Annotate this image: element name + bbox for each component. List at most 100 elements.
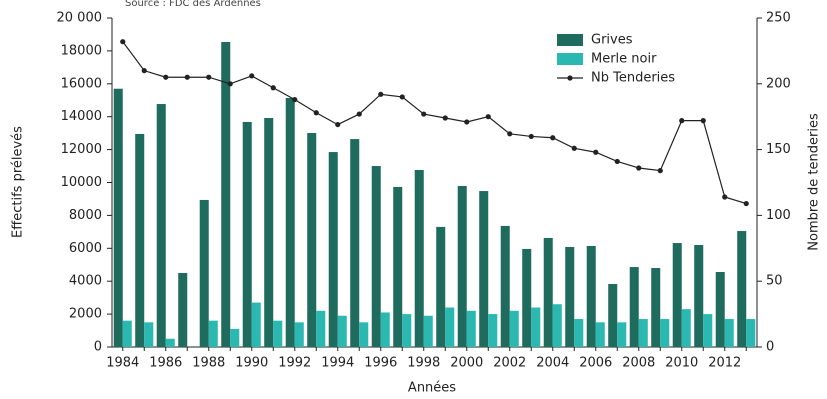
marker bbox=[356, 111, 362, 117]
bar bbox=[746, 319, 756, 347]
bar bbox=[371, 166, 381, 347]
marker bbox=[313, 110, 319, 116]
bar bbox=[393, 186, 403, 347]
y2-tick-label: 100 bbox=[766, 208, 791, 223]
bar bbox=[445, 307, 455, 347]
y-tick-label: 16000 bbox=[61, 76, 102, 91]
marker bbox=[485, 114, 491, 120]
bar bbox=[264, 118, 274, 348]
x-tick-label: 1988 bbox=[192, 356, 225, 371]
x-tick-label: 1984 bbox=[106, 356, 139, 371]
bar bbox=[423, 315, 433, 347]
bar bbox=[651, 268, 661, 347]
x-tick-label: 2008 bbox=[622, 356, 655, 371]
bar bbox=[715, 271, 725, 347]
bar bbox=[199, 199, 209, 347]
y-tick-label: 20 000 bbox=[57, 11, 103, 26]
y-tick-label: 14000 bbox=[61, 109, 102, 124]
bar bbox=[703, 314, 713, 347]
legend-marker bbox=[567, 75, 573, 81]
bar bbox=[380, 312, 390, 347]
bar bbox=[466, 310, 476, 347]
bar bbox=[531, 307, 541, 347]
bar bbox=[522, 248, 532, 347]
y2-tick-label: 200 bbox=[766, 76, 791, 91]
bar bbox=[242, 121, 252, 348]
marker bbox=[722, 194, 728, 200]
marker bbox=[442, 115, 448, 121]
bar bbox=[144, 322, 154, 347]
bar bbox=[436, 226, 446, 347]
marker bbox=[593, 149, 599, 155]
bar bbox=[724, 319, 734, 347]
source: Source : FDC des Ardennes bbox=[125, 0, 261, 9]
x-tick-label: 2002 bbox=[493, 356, 526, 371]
y-tick-label: 6000 bbox=[69, 241, 102, 256]
bar bbox=[660, 319, 670, 347]
bar bbox=[294, 322, 304, 347]
bar bbox=[135, 133, 145, 347]
bar bbox=[694, 245, 704, 347]
marker bbox=[571, 145, 577, 151]
bar bbox=[586, 245, 596, 347]
marker bbox=[184, 74, 190, 80]
line bbox=[122, 41, 747, 205]
x-tick-label: 1992 bbox=[278, 356, 311, 371]
legend-swatch bbox=[557, 34, 583, 46]
bar bbox=[608, 283, 618, 347]
y2-tick-label: 250 bbox=[766, 11, 791, 26]
marker bbox=[679, 118, 685, 124]
x-axis-title: Années bbox=[408, 381, 456, 396]
bar bbox=[574, 319, 584, 347]
x-tick-label: 2006 bbox=[579, 356, 612, 371]
x-tick-label: 1996 bbox=[364, 356, 397, 371]
marker bbox=[141, 68, 147, 74]
x-tick-label: 1990 bbox=[235, 356, 268, 371]
y-tick-label: 0 bbox=[94, 340, 102, 355]
marker bbox=[464, 119, 470, 125]
bar bbox=[316, 310, 326, 347]
legend-label: Grives bbox=[591, 33, 633, 48]
marker bbox=[378, 91, 384, 97]
marker bbox=[507, 131, 513, 137]
bar bbox=[672, 243, 682, 347]
y2-tick-label: 50 bbox=[766, 274, 783, 289]
bar bbox=[221, 42, 231, 347]
bar bbox=[208, 320, 218, 347]
bar bbox=[509, 310, 519, 347]
x-tick-label: 2004 bbox=[536, 356, 569, 371]
bar bbox=[337, 315, 347, 347]
marker bbox=[249, 73, 255, 79]
legend-label: Merle noir bbox=[591, 52, 657, 67]
marker bbox=[636, 165, 642, 171]
bar bbox=[681, 309, 691, 347]
y2-tick-label: 0 bbox=[766, 340, 774, 355]
bar bbox=[285, 97, 295, 348]
marker bbox=[292, 96, 298, 103]
marker bbox=[550, 135, 556, 141]
bar bbox=[543, 237, 553, 347]
x-tick-label: 1994 bbox=[321, 356, 354, 371]
marker bbox=[614, 158, 620, 165]
bar bbox=[307, 132, 317, 347]
y-tick-label: 10000 bbox=[61, 175, 102, 190]
marker bbox=[743, 200, 749, 207]
marker bbox=[528, 133, 534, 140]
bar bbox=[165, 338, 175, 347]
marker bbox=[120, 39, 126, 45]
marker bbox=[657, 168, 663, 174]
y-tick-label: 12000 bbox=[61, 142, 102, 157]
x-tick-label: 2000 bbox=[450, 356, 483, 371]
bar bbox=[359, 322, 369, 347]
marker bbox=[206, 74, 212, 80]
marker bbox=[399, 94, 405, 100]
marker bbox=[700, 118, 706, 124]
bar bbox=[328, 152, 338, 347]
marker bbox=[270, 85, 276, 91]
bar bbox=[414, 169, 424, 347]
marker bbox=[227, 81, 233, 87]
y2-tick-label: 150 bbox=[766, 142, 791, 157]
x-tick-label: 1986 bbox=[149, 356, 182, 371]
bar bbox=[500, 225, 510, 347]
marker bbox=[335, 121, 341, 128]
